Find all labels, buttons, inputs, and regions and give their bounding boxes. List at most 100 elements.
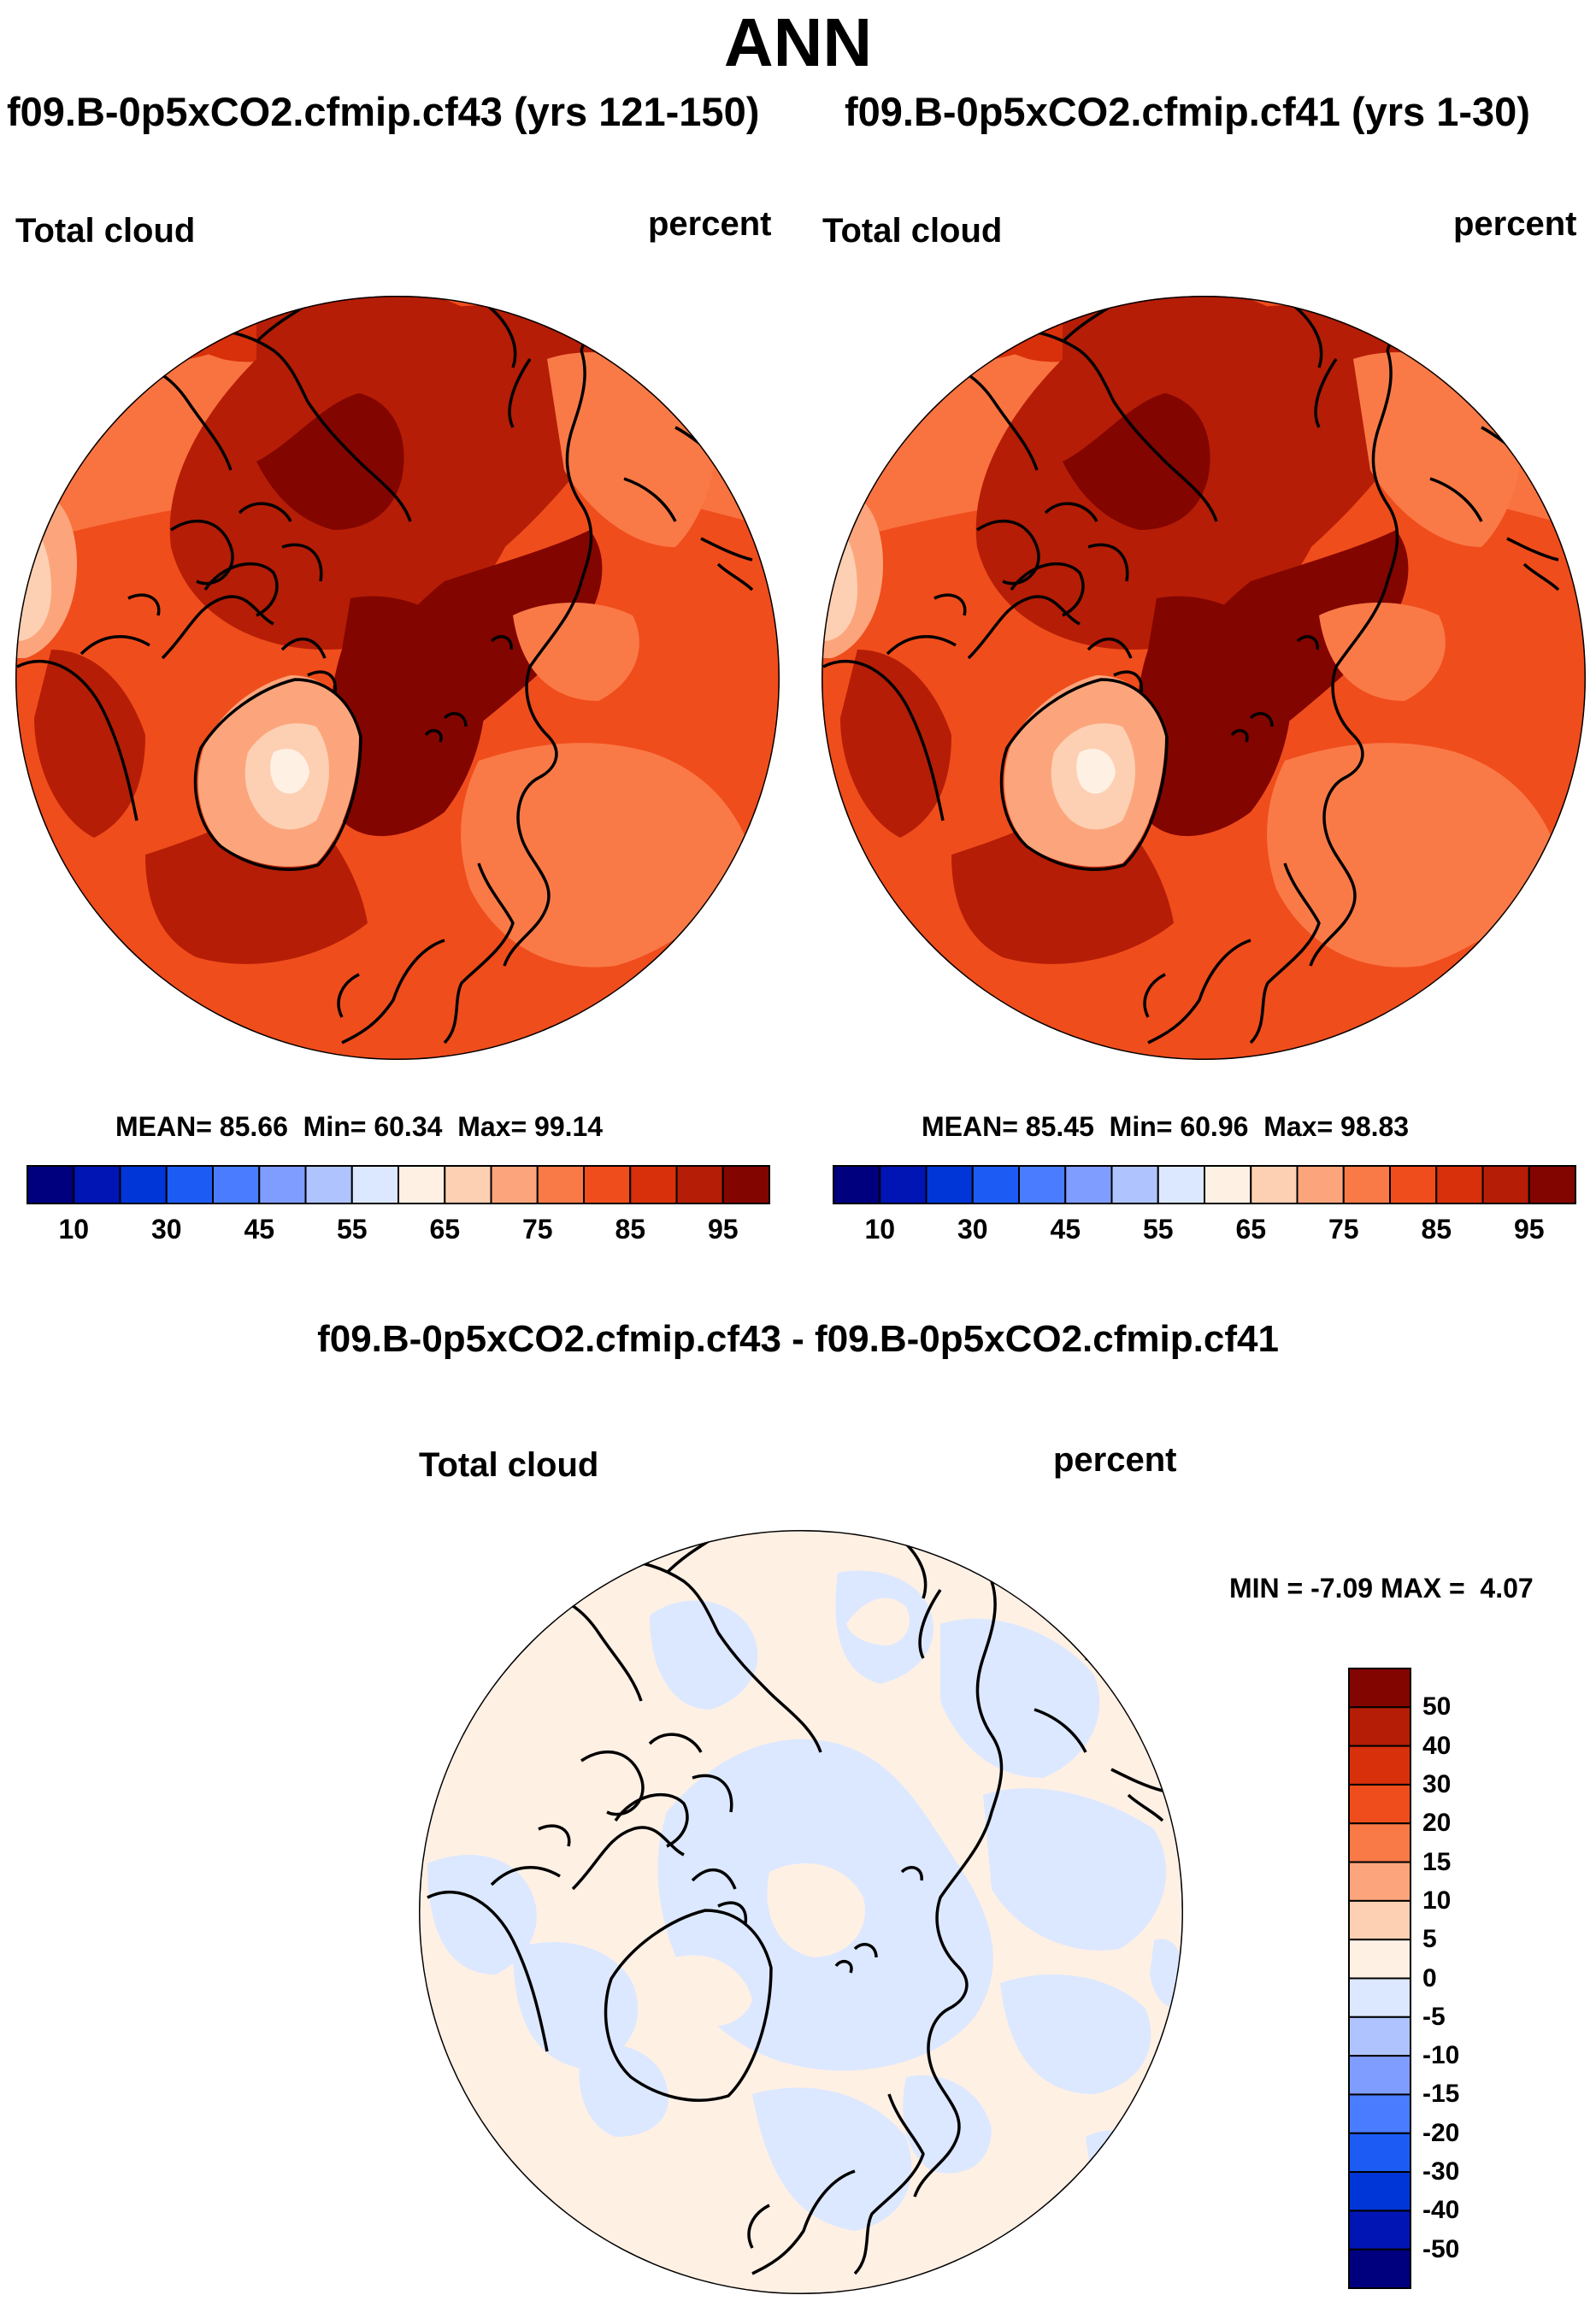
colorbar-swatch (1018, 1165, 1067, 1204)
colorbar-tick-label: 85 (1421, 1214, 1452, 1245)
panel1-variable-label: Total cloud (15, 212, 196, 250)
colorbar-swatch (1348, 2210, 1411, 2251)
colorbar-swatch (1157, 1165, 1205, 1204)
colorbar-swatch (583, 1165, 632, 1204)
colorbar-tick-label: 65 (1235, 1214, 1267, 1245)
colorbar-tick-label: 45 (244, 1214, 275, 1245)
colorbar-tick-label: -40 (1422, 2196, 1460, 2225)
colorbar-swatch (1389, 1165, 1438, 1204)
colorbar-swatch (1348, 1745, 1411, 1786)
colorbar-swatch (1348, 1822, 1411, 1863)
colorbar-swatch (1348, 1861, 1411, 1902)
colorbar-swatch (1348, 1899, 1411, 1941)
colorbar-swatch (1348, 2055, 1411, 2096)
colorbar-swatch (1296, 1165, 1345, 1204)
difference-max-value: 4.07 (1480, 1573, 1534, 1604)
colorbar-swatch (721, 1165, 770, 1204)
panel2-case-title: f09.B-0p5xCO2.cfmip.cf41 (yrs 1-30) (845, 89, 1530, 134)
panel1-min-label: Min= (303, 1111, 367, 1142)
colorbar-swatch (1348, 2016, 1411, 2057)
panel1-case-title: f09.B-0p5xCO2.cfmip.cf43 (yrs 121-150) (7, 89, 760, 134)
colorbar-tick-label: 95 (1513, 1214, 1545, 1245)
colorbar-tick-label: -10 (1422, 2041, 1460, 2070)
colorbar-tick-label: 55 (1142, 1214, 1174, 1245)
panel2-min-label: Min= (1109, 1111, 1173, 1142)
colorbar-swatch (1435, 1165, 1484, 1204)
colorbar-tick-label: 10 (864, 1214, 896, 1245)
colorbar-swatch (27, 1165, 75, 1204)
colorbar-swatch (1250, 1165, 1299, 1204)
colorbar-swatch (350, 1165, 399, 1204)
colorbar-swatch (490, 1165, 539, 1204)
colorbar-swatch (536, 1165, 585, 1204)
panel1-max-label: Max= (457, 1111, 527, 1142)
difference-title: f09.B-0p5xCO2.cfmip.cf43 - f09.B-0p5xCO2… (317, 1318, 1279, 1360)
colorbar-swatch (1348, 2248, 1411, 2289)
panel2-units-label: percent (1453, 205, 1577, 243)
colorbar-swatch (971, 1165, 1020, 1204)
colorbar-tick-label: 5 (1422, 1925, 1437, 1954)
colorbar-swatch (1348, 2132, 1411, 2174)
colorbar-swatch (675, 1165, 724, 1204)
colorbar-panel2 (833, 1165, 1576, 1204)
panel1-mean-value: 85.66 (219, 1111, 288, 1142)
colorbar-tick-label: 10 (58, 1214, 90, 1245)
colorbar-swatch (925, 1165, 974, 1204)
colorbar-tick-label: 65 (429, 1214, 461, 1245)
colorbar-tick-label: 30 (1422, 1769, 1452, 1798)
colorbar-tick-label: -20 (1422, 2118, 1460, 2147)
colorbar-tick-label: 75 (1328, 1214, 1359, 1245)
colorbar-tick-label: 40 (1422, 1731, 1452, 1760)
colorbar-swatch (304, 1165, 353, 1204)
difference-min-value: -7.09 (1310, 1573, 1374, 1604)
colorbar-panel1 (27, 1165, 770, 1204)
colorbar-swatch (833, 1165, 881, 1204)
colorbar-tick-label: 85 (615, 1214, 646, 1245)
panel1-units-label: percent (648, 205, 772, 243)
colorbar-swatch (1348, 1977, 1411, 2018)
panel2-max-label: Max= (1263, 1111, 1334, 1142)
colorbar-swatch (1342, 1165, 1391, 1204)
colorbar-swatch (258, 1165, 307, 1204)
colorbar-swatch (1481, 1165, 1530, 1204)
colorbar-tick-label: 55 (336, 1214, 368, 1245)
difference-min-label: MIN = (1229, 1573, 1304, 1604)
colorbar-swatch (1348, 1939, 1411, 1980)
panel2-stats: MEAN= 85.45 Min= 60.96 Max= 98.83 (922, 1111, 1409, 1143)
panel1-stats: MEAN= 85.66 Min= 60.34 Max= 99.14 (115, 1111, 603, 1143)
page-title: ANN (723, 4, 873, 80)
panel2-mean-label: MEAN= (922, 1111, 1018, 1142)
colorbar-swatch (1064, 1165, 1113, 1204)
colorbar-swatch (1204, 1165, 1252, 1204)
map-total-cloud-difference (419, 1530, 1183, 2294)
panel2-mean-value: 85.45 (1025, 1111, 1094, 1142)
colorbar-tick-label: 30 (150, 1214, 182, 1245)
colorbar-swatch (879, 1165, 928, 1204)
colorbar-difference (1348, 1668, 1411, 2289)
colorbar-tick-label: 50 (1422, 1692, 1452, 1721)
colorbar-tick-label: 20 (1422, 1809, 1452, 1838)
colorbar-swatch (119, 1165, 168, 1204)
difference-minmax: MIN = -7.09 MAX = 4.07 (1229, 1573, 1534, 1604)
panel2-max-value: 98.83 (1340, 1111, 1410, 1142)
colorbar-tick-label: 0 (1422, 1963, 1437, 1992)
colorbar-tick-label: -5 (1422, 2002, 1446, 2031)
colorbar-tick-label: 10 (1422, 1886, 1452, 1915)
difference-max-label: MAX = (1380, 1573, 1465, 1604)
panel2-variable-label: Total cloud (822, 212, 1003, 250)
panel1-max-value: 99.14 (534, 1111, 604, 1142)
colorbar-swatch (1110, 1165, 1159, 1204)
colorbar-tick-label: -50 (1422, 2234, 1460, 2263)
colorbar-tick-label: 95 (707, 1214, 739, 1245)
colorbar-tick-label: 75 (521, 1214, 553, 1245)
panel2-min-value: 60.96 (1180, 1111, 1249, 1142)
colorbar-tick-label: 15 (1422, 1847, 1452, 1876)
difference-variable-label: Total cloud (419, 1446, 599, 1484)
colorbar-tick-label: 30 (957, 1214, 988, 1245)
colorbar-swatch (629, 1165, 678, 1204)
colorbar-swatch (444, 1165, 492, 1204)
colorbar-swatch (1348, 1668, 1411, 1709)
panel1-mean-label: MEAN= (115, 1111, 212, 1142)
difference-units-label: percent (1053, 1441, 1177, 1479)
panel1-min-value: 60.34 (374, 1111, 443, 1142)
